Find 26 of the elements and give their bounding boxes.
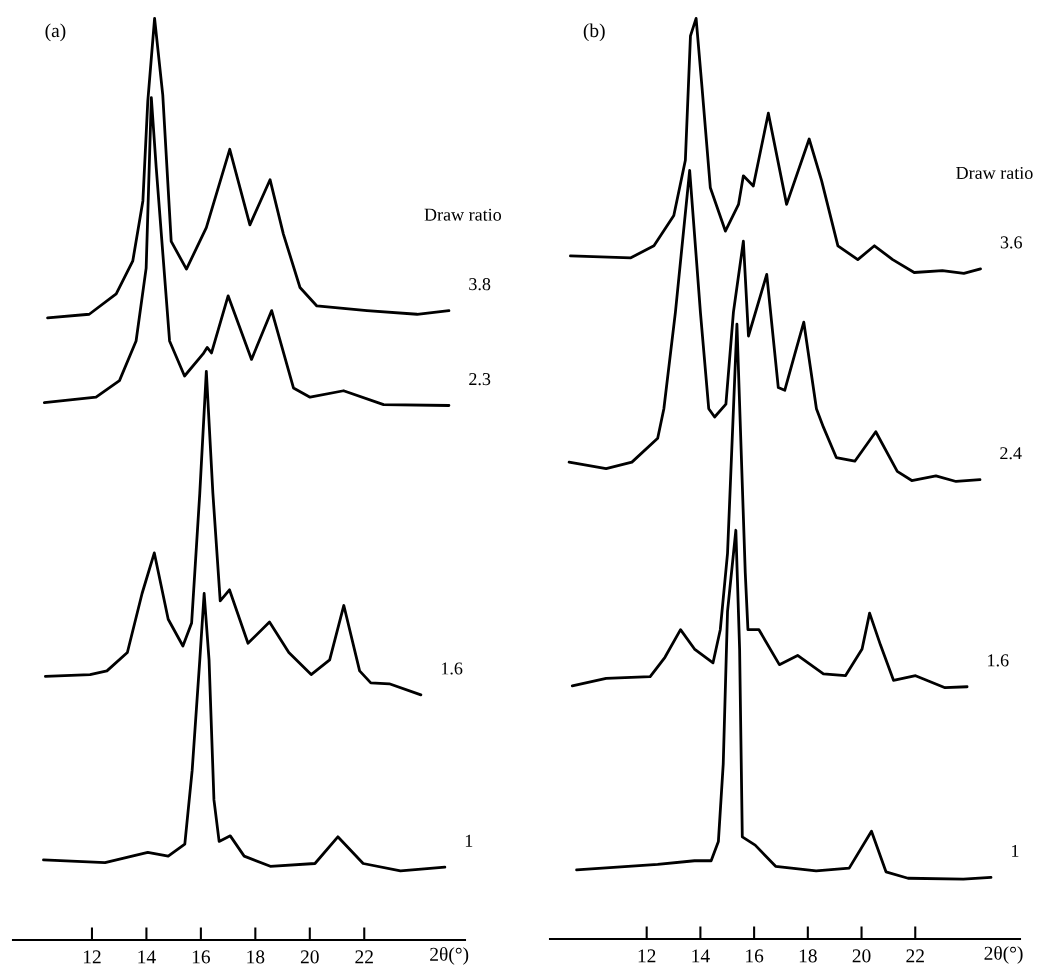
series-label: 1.6: [988, 654, 1009, 667]
series-label: 1: [1012, 844, 1019, 857]
series-label: 2.3: [469, 373, 491, 386]
chart-title: (b): [583, 23, 605, 42]
x-tick-label: 16: [746, 949, 764, 963]
series-label: 1: [465, 834, 473, 847]
x-tick-label: 12: [83, 950, 101, 964]
x-tick-label: 22: [355, 950, 373, 964]
x-tick-label: 14: [138, 950, 156, 964]
x-tick-label: 18: [247, 950, 265, 964]
legend-title: Draw ratio: [424, 208, 502, 221]
x-axis-title: 2θ(°): [430, 947, 469, 965]
x-tick-label: 14: [692, 949, 710, 963]
x-tick-label: 22: [906, 949, 924, 963]
x-tick-label: 20: [852, 949, 871, 963]
x-axis-title: 2θ(°): [984, 946, 1023, 964]
x-tick-label: 16: [192, 950, 211, 964]
series-label: 1.6: [441, 662, 463, 675]
series-label: 3.8: [469, 278, 491, 291]
x-tick-label: 12: [638, 949, 656, 963]
legend-title: Draw ratio: [956, 166, 1033, 180]
series-label: 3.6: [1000, 236, 1022, 249]
x-tick-label: 18: [799, 949, 817, 963]
chart-title: (a): [45, 23, 66, 42]
x-tick-label: 20: [300, 950, 319, 964]
series-label: 2.4: [1000, 447, 1022, 460]
